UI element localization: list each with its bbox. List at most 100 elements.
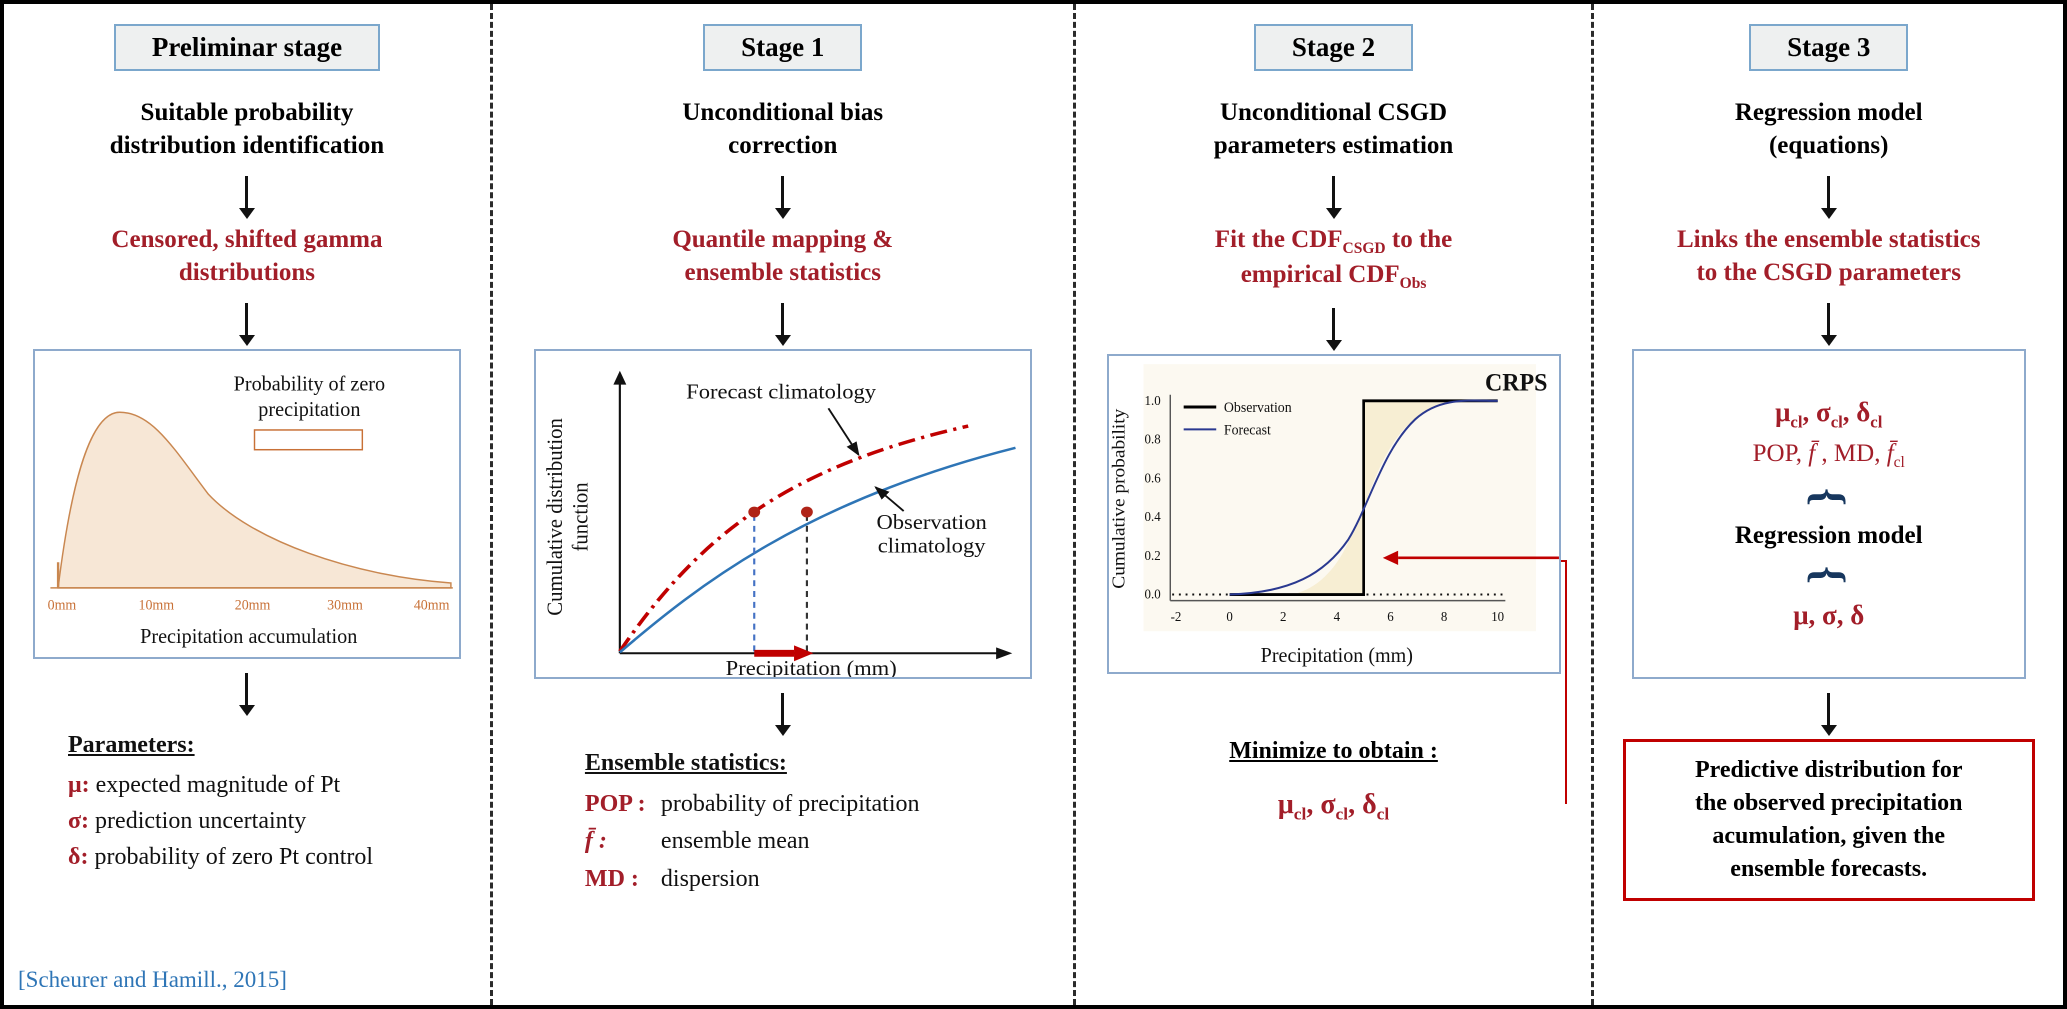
citation: [Scheurer and Hamill., 2015] — [18, 967, 287, 992]
quantile-mapping-chart: Forecast climatology Observation climato… — [533, 349, 1033, 679]
quantile-mapping-svg: Forecast climatology Observation climato… — [542, 370, 1016, 677]
x-tick-label: 0 — [1226, 609, 1233, 624]
axis-tick-label: 30mm — [327, 597, 363, 613]
predictive-distribution-box: Predictive distribution for the observed… — [1622, 739, 2035, 902]
down-arrow-icon — [781, 303, 785, 335]
crps-svg: 1.0 0.8 0.6 0.4 0.2 0.0 -2 0 2 4 6 8 10 — [1109, 364, 1559, 668]
down-arrow-icon — [1332, 176, 1336, 208]
x-axis-arrowhead — [995, 647, 1012, 660]
y-tick-label: 0.6 — [1144, 470, 1160, 485]
gamma-distribution-svg: Probability of zero precipitation 0mm 10… — [48, 373, 453, 648]
param-subscript: cl — [1870, 412, 1883, 432]
method-line: empirical CDFObs — [1215, 259, 1452, 294]
observation-climatology-label: Observation — [876, 511, 986, 534]
param-subscript: cl — [1830, 412, 1843, 432]
preliminary-title: Suitable probability distribution identi… — [110, 97, 384, 162]
title-line: (equations) — [1768, 131, 1889, 159]
method-line: Links the ensemble statistics — [1676, 226, 1981, 253]
zero-precip-label: Probability of zero — [234, 373, 386, 395]
gamma-chart-wrap: Probability of zero precipitation 0mm 10… — [4, 349, 490, 659]
brace-icon: { — [1803, 566, 1855, 585]
result-line: ensemble forecasts. — [1730, 856, 1928, 883]
x-tick-label: 6 — [1387, 609, 1394, 624]
method-line: ensemble statistics — [684, 258, 882, 286]
ensemble-mean-symbol: f̄ — [1808, 440, 1816, 468]
result-line: the observed precipitation — [1694, 790, 1963, 817]
param-symbol: , δ — [1348, 789, 1377, 821]
stage-header-preliminary: Preliminar stage — [113, 24, 381, 71]
statistic-desc: ensemble mean — [660, 828, 810, 855]
minimize-params: μcl, σcl, δcl — [1278, 789, 1389, 825]
legend-forecast-label: Forecast — [1223, 422, 1270, 438]
ensemble-statistics-line: POP, f̄ , MD, f̄cl — [1753, 440, 1905, 472]
param-symbol: , δ — [1842, 396, 1871, 427]
parameter-symbol: μ: — [68, 772, 90, 798]
stage2-method: Fit the CDFCSGD to the empirical CDFObs — [1215, 224, 1452, 294]
parameter-symbol: δ: — [68, 844, 89, 870]
ensemble-statistics-section: Ensemble statistics: POP : probability of… — [585, 745, 920, 898]
statistic-symbol: MD : — [584, 865, 639, 892]
cdf-chart-wrap: Forecast climatology Observation climato… — [493, 349, 1073, 679]
ensemble-statistics-title: Ensemble statistics: — [584, 750, 787, 776]
column-stage-1: Stage 1 Unconditional bias correction Qu… — [489, 4, 1073, 1005]
statistic-row: POP : probability of precipitation — [585, 786, 920, 823]
y-axis-label: Cumulative probability — [1109, 408, 1129, 589]
method-subscript: Obs — [1399, 275, 1427, 293]
csgd-parameters: μ, σ, δ — [1793, 600, 1865, 631]
y-axis-label-line: Cumulative distribution — [542, 418, 567, 616]
down-arrow-icon — [245, 303, 249, 335]
title-line: Regression model — [1734, 99, 1923, 126]
param-symbol: , σ — [1306, 789, 1336, 821]
x-tick-label: 2 — [1280, 609, 1286, 624]
result-line: acumulation, given the — [1712, 823, 1946, 850]
crps-area-right — [1363, 400, 1494, 510]
forecast-label-arrow — [827, 407, 860, 457]
forecast-cdf-curve — [1229, 399, 1498, 596]
zero-precip-label: precipitation — [258, 399, 360, 421]
x-axis-label: Precipitation (mm) — [1260, 645, 1412, 668]
down-arrow-icon — [1827, 693, 1831, 725]
stage-header-2: Stage 2 — [1253, 24, 1414, 71]
observation-quantile-point — [800, 506, 813, 518]
forecast-quantile-point — [747, 506, 760, 518]
column-stage-2: Stage 2 Unconditional CSGD parameters es… — [1072, 4, 1592, 1005]
stage1-method: Quantile mapping & ensemble statistics — [672, 224, 893, 289]
axis-tick-label: 40mm — [414, 597, 450, 613]
x-tick-label: -2 — [1170, 609, 1181, 624]
observation-climatology-label: climatology — [877, 534, 985, 557]
method-subscript: CSGD — [1342, 240, 1386, 257]
statistic-row: MD : dispersion — [585, 861, 920, 898]
stage-header-3: Stage 3 — [1749, 24, 1909, 71]
x-tick-label: 10 — [1491, 609, 1504, 624]
statistic-desc: dispersion — [660, 865, 760, 892]
method-text: to the — [1385, 226, 1453, 253]
param-symbol: , σ — [1802, 396, 1831, 427]
forecast-climatology-label: Forecast climatology — [686, 380, 876, 403]
y-axis-label: Cumulative distributionfunction — [542, 418, 593, 616]
mapping-shift-arrowhead — [793, 645, 813, 662]
preliminary-method: Censored, shifted gamma distributions — [111, 224, 382, 289]
observation-step-curve — [1229, 399, 1498, 597]
legend-box — [253, 429, 364, 451]
regression-model-box: μcl, σcl, δcl POP, f̄ , MD, f̄cl { Regre… — [1631, 349, 2026, 679]
parameter-row: σ: prediction uncertainty — [68, 803, 373, 839]
crps-connector-horizontal — [1560, 560, 1568, 563]
stage2-title: Unconditional CSGD parameters estimation — [1214, 97, 1454, 162]
column-stage-3: Stage 3 Regression model (equations) Lin… — [1591, 4, 2063, 1005]
title-line: distribution identification — [109, 131, 385, 159]
parameter-desc: expected magnitude of Pt — [95, 772, 341, 798]
statistic-desc: probability of precipitation — [660, 791, 920, 818]
stat-text: POP, — [1752, 440, 1809, 468]
title-line: correction — [728, 131, 838, 159]
y-tick-label: 0.8 — [1144, 432, 1160, 447]
stat-subscript: cl — [1893, 454, 1905, 472]
method-line: Fit the CDFCSGD to the — [1215, 224, 1452, 259]
y-axis-label-line: function — [567, 482, 592, 551]
axis-tick-label: 0mm — [48, 597, 77, 613]
param-symbol: μ — [1277, 789, 1294, 821]
axis-tick-label: 20mm — [235, 597, 271, 613]
method-line: to the CSGD parameters — [1696, 258, 1961, 286]
statistic-row: f̄ : ensemble mean — [585, 823, 920, 860]
param-subscript: cl — [1335, 804, 1349, 824]
